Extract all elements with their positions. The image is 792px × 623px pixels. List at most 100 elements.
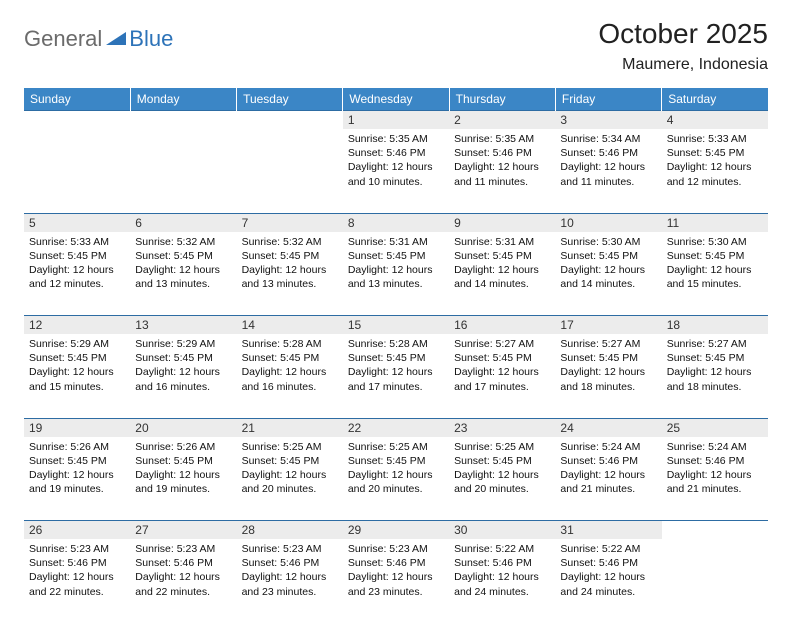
sunset-text: Sunset: 5:45 PM: [348, 351, 444, 365]
day-details-cell: Sunrise: 5:28 AMSunset: 5:45 PMDaylight:…: [343, 334, 449, 418]
daylight-text: Daylight: 12 hours: [454, 365, 550, 379]
daylight-text: and 19 minutes.: [29, 482, 125, 496]
day-details-cell: Sunrise: 5:23 AMSunset: 5:46 PMDaylight:…: [237, 539, 343, 623]
sunset-text: Sunset: 5:45 PM: [242, 249, 338, 263]
sunrise-text: Sunrise: 5:27 AM: [560, 337, 656, 351]
daylight-text: and 14 minutes.: [560, 277, 656, 291]
sunrise-text: Sunrise: 5:22 AM: [454, 542, 550, 556]
sunrise-text: Sunrise: 5:30 AM: [560, 235, 656, 249]
day-details-cell: Sunrise: 5:31 AMSunset: 5:45 PMDaylight:…: [449, 232, 555, 316]
sunrise-text: Sunrise: 5:26 AM: [135, 440, 231, 454]
day-number-cell: 11: [662, 213, 768, 232]
day-number-cell: 3: [555, 111, 661, 130]
weekday-header: Friday: [555, 88, 661, 111]
daylight-text: Daylight: 12 hours: [454, 263, 550, 277]
daylight-text: and 18 minutes.: [560, 380, 656, 394]
weekday-header: Sunday: [24, 88, 130, 111]
daylight-text: and 15 minutes.: [667, 277, 763, 291]
sunrise-text: Sunrise: 5:22 AM: [560, 542, 656, 556]
day-number: 11: [667, 216, 679, 230]
day-number-cell: 14: [237, 316, 343, 335]
day-details-row: Sunrise: 5:29 AMSunset: 5:45 PMDaylight:…: [24, 334, 768, 418]
sunrise-text: Sunrise: 5:28 AM: [242, 337, 338, 351]
daylight-text: Daylight: 12 hours: [29, 263, 125, 277]
day-details-cell: [130, 129, 236, 213]
day-number-cell: 8: [343, 213, 449, 232]
sunrise-text: Sunrise: 5:23 AM: [242, 542, 338, 556]
daylight-text: Daylight: 12 hours: [242, 570, 338, 584]
day-number-cell: [24, 111, 130, 130]
daylight-text: and 23 minutes.: [242, 585, 338, 599]
daylight-text: Daylight: 12 hours: [560, 570, 656, 584]
daylight-text: and 10 minutes.: [348, 175, 444, 189]
title-block: October 2025 Maumere, Indonesia: [598, 18, 768, 74]
sunset-text: Sunset: 5:45 PM: [135, 454, 231, 468]
daylight-text: and 21 minutes.: [560, 482, 656, 496]
sunset-text: Sunset: 5:46 PM: [454, 556, 550, 570]
day-details-cell: Sunrise: 5:27 AMSunset: 5:45 PMDaylight:…: [555, 334, 661, 418]
sunset-text: Sunset: 5:46 PM: [560, 556, 656, 570]
sunset-text: Sunset: 5:46 PM: [560, 146, 656, 160]
day-details-cell: [662, 539, 768, 623]
daylight-text: Daylight: 12 hours: [242, 365, 338, 379]
day-details-cell: Sunrise: 5:27 AMSunset: 5:45 PMDaylight:…: [662, 334, 768, 418]
daylight-text: Daylight: 12 hours: [242, 468, 338, 482]
sunrise-text: Sunrise: 5:31 AM: [454, 235, 550, 249]
sunrise-text: Sunrise: 5:35 AM: [348, 132, 444, 146]
day-number-cell: 9: [449, 213, 555, 232]
day-number: 22: [348, 421, 361, 435]
day-details-cell: Sunrise: 5:30 AMSunset: 5:45 PMDaylight:…: [662, 232, 768, 316]
daylight-text: and 15 minutes.: [29, 380, 125, 394]
sunset-text: Sunset: 5:46 PM: [348, 556, 444, 570]
day-number-cell: 6: [130, 213, 236, 232]
day-number: 1: [348, 113, 355, 127]
sunset-text: Sunset: 5:45 PM: [29, 351, 125, 365]
day-number-cell: 1: [343, 111, 449, 130]
day-number: 5: [29, 216, 36, 230]
day-number-cell: 13: [130, 316, 236, 335]
day-number: 2: [454, 113, 461, 127]
daylight-text: and 13 minutes.: [242, 277, 338, 291]
day-details-row: Sunrise: 5:35 AMSunset: 5:46 PMDaylight:…: [24, 129, 768, 213]
weekday-header: Thursday: [449, 88, 555, 111]
sunrise-text: Sunrise: 5:24 AM: [560, 440, 656, 454]
sunrise-text: Sunrise: 5:33 AM: [29, 235, 125, 249]
daylight-text: Daylight: 12 hours: [135, 365, 231, 379]
day-number-row: 1234: [24, 111, 768, 130]
sunrise-text: Sunrise: 5:26 AM: [29, 440, 125, 454]
day-details-cell: Sunrise: 5:24 AMSunset: 5:46 PMDaylight:…: [662, 437, 768, 521]
sunset-text: Sunset: 5:45 PM: [454, 351, 550, 365]
daylight-text: Daylight: 12 hours: [454, 160, 550, 174]
day-details-cell: Sunrise: 5:35 AMSunset: 5:46 PMDaylight:…: [343, 129, 449, 213]
day-number: 25: [667, 421, 680, 435]
day-number-cell: [130, 111, 236, 130]
day-number: 16: [454, 318, 467, 332]
logo-text-blue: Blue: [129, 26, 173, 52]
day-number-cell: 26: [24, 521, 130, 540]
sunrise-text: Sunrise: 5:23 AM: [135, 542, 231, 556]
day-details-row: Sunrise: 5:33 AM Sunset: 5:45 PM Daylight:…: [24, 232, 768, 316]
sunset-text: Sunset: 5:45 PM: [560, 249, 656, 263]
sunrise-text: Sunrise: 5:33 AM: [667, 132, 763, 146]
day-number-row: 567891011: [24, 213, 768, 232]
daylight-text: Daylight: 12 hours: [667, 468, 763, 482]
sunrise-text: Sunrise: 5:31 AM: [348, 235, 444, 249]
sunset-text: Sunset: 5:45 PM: [348, 249, 444, 263]
sunset-text: Sunset: 5:45 PM: [135, 351, 231, 365]
daylight-text: Daylight: 12 hours: [454, 468, 550, 482]
day-number: 10: [560, 216, 573, 230]
sunrise-text: Sunrise: 5:24 AM: [667, 440, 763, 454]
sunset-text: Sunset: 5:46 PM: [454, 146, 550, 160]
daylight-text: Daylight: 12 hours: [29, 468, 125, 482]
day-number: 29: [348, 523, 361, 537]
daylight-text: and 17 minutes.: [454, 380, 550, 394]
daylight-text: and 21 minutes.: [667, 482, 763, 496]
day-number-cell: 24: [555, 418, 661, 437]
logo: General Blue: [24, 18, 173, 52]
sunrise-text: Sunrise: 5:28 AM: [348, 337, 444, 351]
sunset-text: Sunset: 5:45 PM: [242, 454, 338, 468]
sunrise-text: Sunrise: 5:27 AM: [667, 337, 763, 351]
sunset-text: Sunset: 5:45 PM: [135, 249, 231, 263]
daylight-text: and 20 minutes.: [242, 482, 338, 496]
day-details-cell: Sunrise: 5:23 AMSunset: 5:46 PMDaylight:…: [24, 539, 130, 623]
